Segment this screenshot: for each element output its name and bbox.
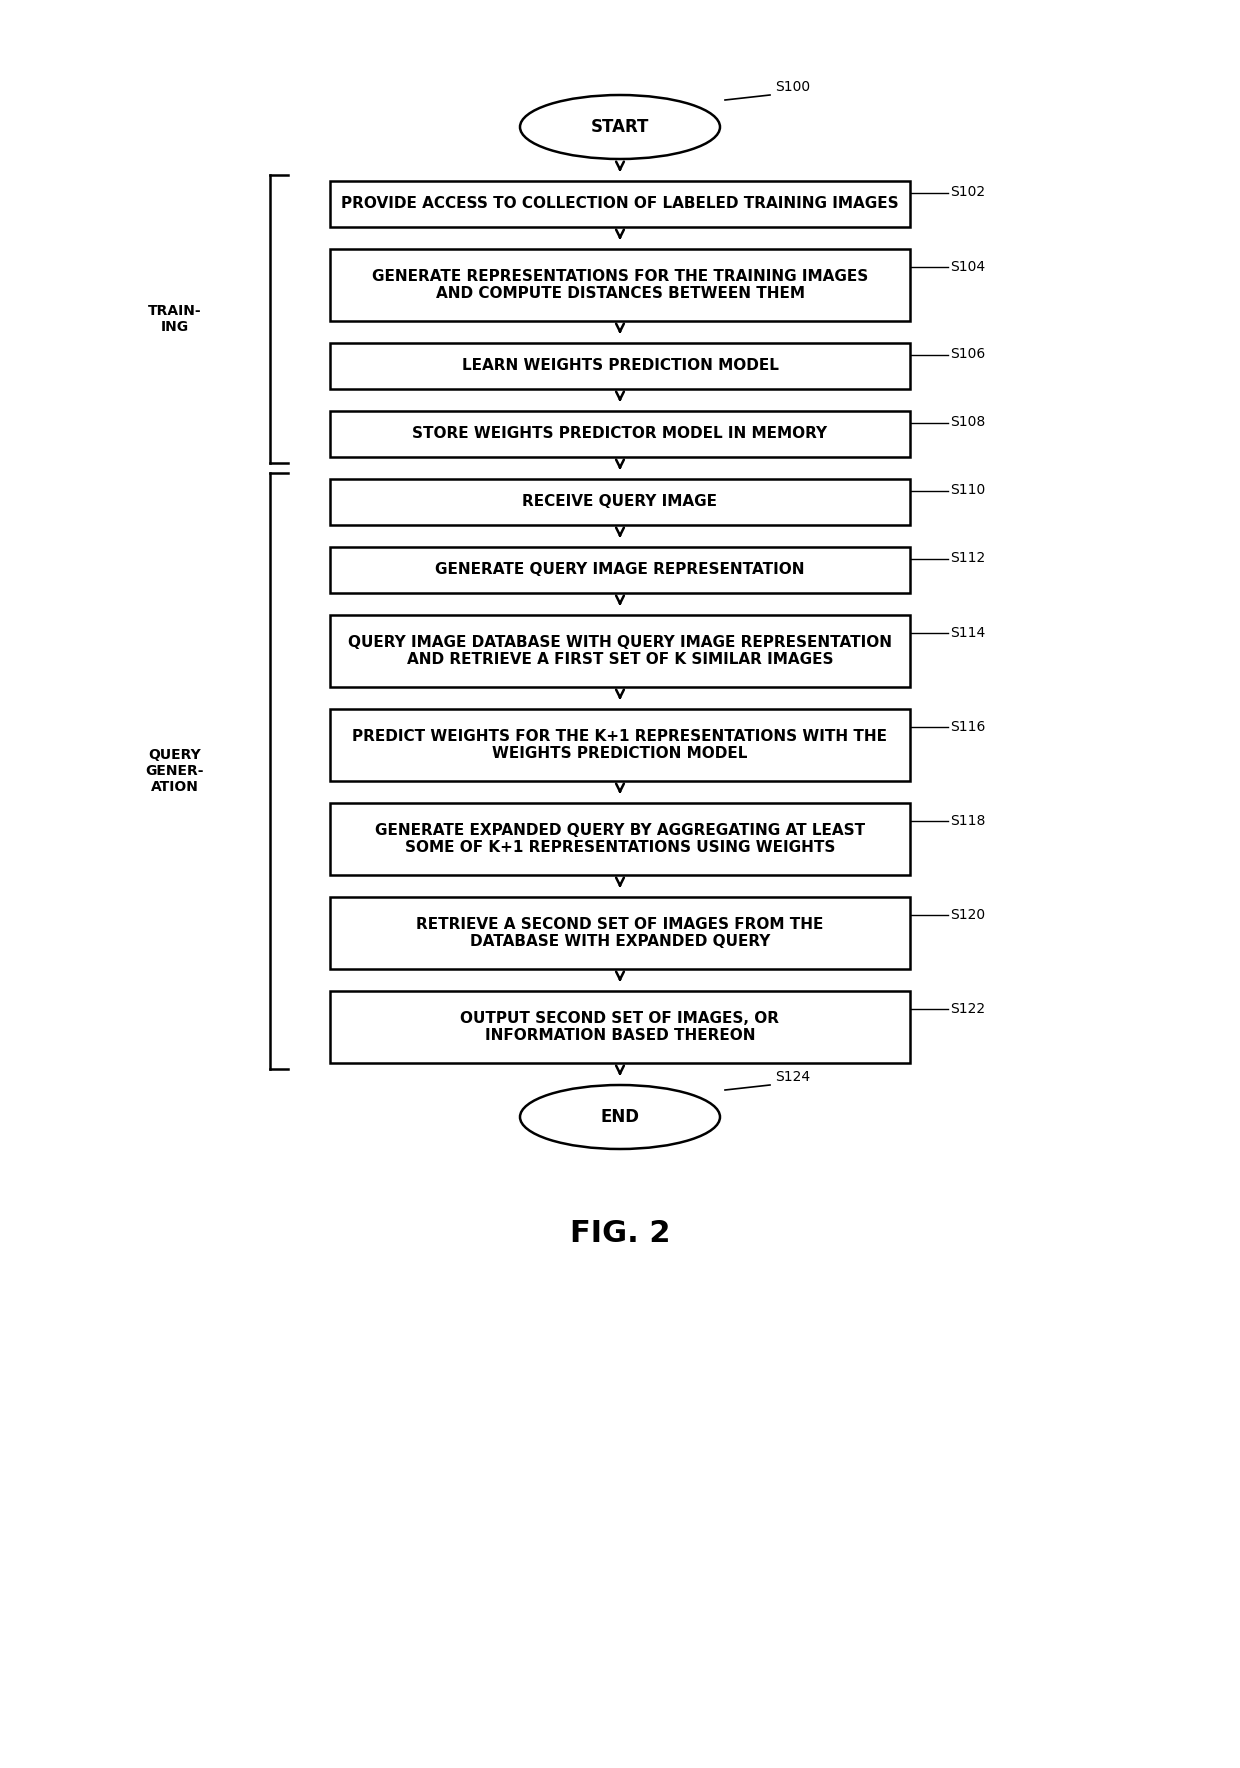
Text: GENERATE QUERY IMAGE REPRESENTATION: GENERATE QUERY IMAGE REPRESENTATION — [435, 562, 805, 578]
FancyBboxPatch shape — [330, 249, 910, 322]
FancyBboxPatch shape — [330, 479, 910, 525]
FancyBboxPatch shape — [330, 992, 910, 1063]
Text: RETRIEVE A SECOND SET OF IMAGES FROM THE
DATABASE WITH EXPANDED QUERY: RETRIEVE A SECOND SET OF IMAGES FROM THE… — [417, 918, 823, 949]
Text: S120: S120 — [950, 909, 985, 921]
Text: GENERATE REPRESENTATIONS FOR THE TRAINING IMAGES
AND COMPUTE DISTANCES BETWEEN T: GENERATE REPRESENTATIONS FOR THE TRAININ… — [372, 269, 868, 301]
FancyBboxPatch shape — [330, 709, 910, 781]
Text: S124: S124 — [775, 1070, 810, 1084]
Text: S104: S104 — [950, 260, 985, 274]
Text: FIG. 2: FIG. 2 — [569, 1218, 671, 1248]
FancyBboxPatch shape — [330, 343, 910, 389]
Text: TRAIN-
ING: TRAIN- ING — [149, 304, 202, 334]
Text: START: START — [590, 118, 650, 136]
Text: S116: S116 — [950, 720, 986, 734]
FancyBboxPatch shape — [330, 803, 910, 875]
Text: S100: S100 — [775, 80, 810, 94]
Text: S106: S106 — [950, 348, 986, 361]
Text: S118: S118 — [950, 813, 986, 827]
FancyBboxPatch shape — [330, 615, 910, 688]
Text: RECEIVE QUERY IMAGE: RECEIVE QUERY IMAGE — [522, 495, 718, 509]
Ellipse shape — [520, 1086, 720, 1149]
Text: S112: S112 — [950, 552, 986, 566]
Text: QUERY IMAGE DATABASE WITH QUERY IMAGE REPRESENTATION
AND RETRIEVE A FIRST SET OF: QUERY IMAGE DATABASE WITH QUERY IMAGE RE… — [348, 635, 892, 667]
Text: S114: S114 — [950, 626, 986, 640]
Text: S102: S102 — [950, 186, 985, 200]
FancyBboxPatch shape — [330, 180, 910, 226]
Text: PREDICT WEIGHTS FOR THE K+1 REPRESENTATIONS WITH THE
WEIGHTS PREDICTION MODEL: PREDICT WEIGHTS FOR THE K+1 REPRESENTATI… — [352, 728, 888, 762]
FancyBboxPatch shape — [330, 410, 910, 456]
Text: S110: S110 — [950, 483, 986, 497]
Text: PROVIDE ACCESS TO COLLECTION OF LABELED TRAINING IMAGES: PROVIDE ACCESS TO COLLECTION OF LABELED … — [341, 196, 899, 212]
Text: END: END — [600, 1109, 640, 1126]
Text: OUTPUT SECOND SET OF IMAGES, OR
INFORMATION BASED THEREON: OUTPUT SECOND SET OF IMAGES, OR INFORMAT… — [460, 1011, 780, 1043]
Text: STORE WEIGHTS PREDICTOR MODEL IN MEMORY: STORE WEIGHTS PREDICTOR MODEL IN MEMORY — [413, 426, 827, 442]
Text: QUERY
GENER-
ATION: QUERY GENER- ATION — [146, 748, 205, 794]
FancyBboxPatch shape — [330, 896, 910, 969]
FancyBboxPatch shape — [330, 546, 910, 592]
Text: S108: S108 — [950, 415, 986, 430]
Text: GENERATE EXPANDED QUERY BY AGGREGATING AT LEAST
SOME OF K+1 REPRESENTATIONS USIN: GENERATE EXPANDED QUERY BY AGGREGATING A… — [374, 822, 866, 856]
Text: S122: S122 — [950, 1002, 985, 1017]
Ellipse shape — [520, 95, 720, 159]
Text: LEARN WEIGHTS PREDICTION MODEL: LEARN WEIGHTS PREDICTION MODEL — [461, 359, 779, 373]
